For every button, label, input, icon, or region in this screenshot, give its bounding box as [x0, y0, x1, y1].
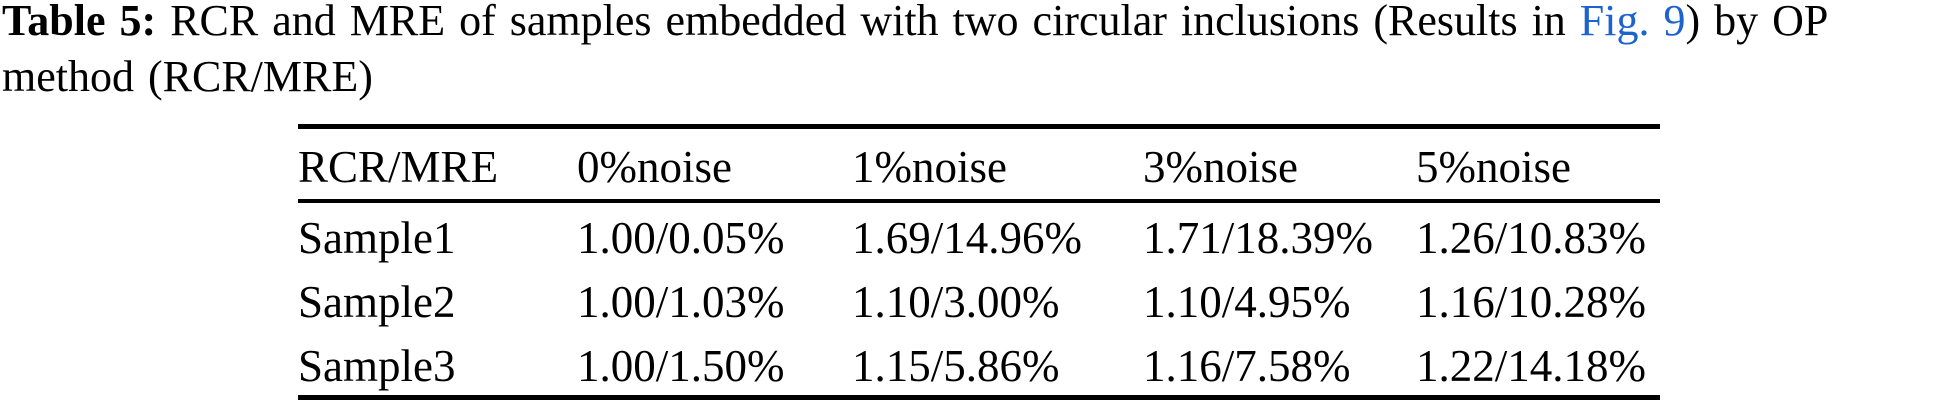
- table-cell: 1.10/4.95%: [1143, 277, 1351, 327]
- column-header-0-noise: 0%noise: [577, 126, 852, 203]
- table-caption: Table 5: RCR and MRE of samples embedded…: [2, 0, 1954, 105]
- table-cell: 1.10/3.00%: [852, 277, 1060, 327]
- fig-9-link[interactable]: Fig. 9: [1579, 0, 1686, 45]
- column-header-1-noise: 1%noise: [852, 126, 1143, 203]
- table-cell: 1.22/14.18%: [1416, 341, 1646, 391]
- header-row: RCR/MRE 0%noise 1%noise 3%noise 5%noise: [298, 126, 1660, 203]
- table-row: Sample2 1.00/1.03% 1.10/3.00% 1.10/4.95%…: [298, 267, 1660, 331]
- results-table: RCR/MRE 0%noise 1%noise 3%noise 5%noise …: [298, 124, 1660, 400]
- results-table-container: RCR/MRE 0%noise 1%noise 3%noise 5%noise …: [298, 124, 1660, 400]
- caption-text-post: ) by OP: [1685, 0, 1829, 45]
- table-cell: 1.69/14.96%: [852, 213, 1082, 263]
- caption-line2: method (RCR/MRE): [2, 52, 373, 101]
- caption-line1: Table 5: RCR and MRE of samples embedded…: [2, 0, 1954, 49]
- row-header: Sample3: [298, 341, 456, 391]
- column-header-rcr-mre: RCR/MRE: [298, 126, 577, 203]
- column-header-5-noise: 5%noise: [1416, 126, 1660, 203]
- table-cell: 1.16/7.58%: [1143, 341, 1351, 391]
- column-header-3-noise: 3%noise: [1143, 126, 1416, 203]
- table-cell: 1.16/10.28%: [1416, 277, 1646, 327]
- table-row: Sample3 1.00/1.50% 1.15/5.86% 1.16/7.58%…: [298, 331, 1660, 398]
- row-header: Sample1: [298, 213, 456, 263]
- row-header: Sample2: [298, 277, 456, 327]
- table-row: Sample1 1.00/0.05% 1.69/14.96% 1.71/18.3…: [298, 201, 1660, 267]
- caption-text-pre: RCR and MRE of samples embedded with two…: [170, 0, 1566, 45]
- table-cell: 1.15/5.86%: [852, 341, 1060, 391]
- table-cell: 1.71/18.39%: [1143, 213, 1373, 263]
- table-cell: 1.00/1.03%: [577, 277, 785, 327]
- table-cell: 1.00/1.50%: [577, 341, 785, 391]
- table-cell: 1.00/0.05%: [577, 213, 785, 263]
- caption-label: Table 5:: [2, 0, 157, 45]
- table-cell: 1.26/10.83%: [1416, 213, 1646, 263]
